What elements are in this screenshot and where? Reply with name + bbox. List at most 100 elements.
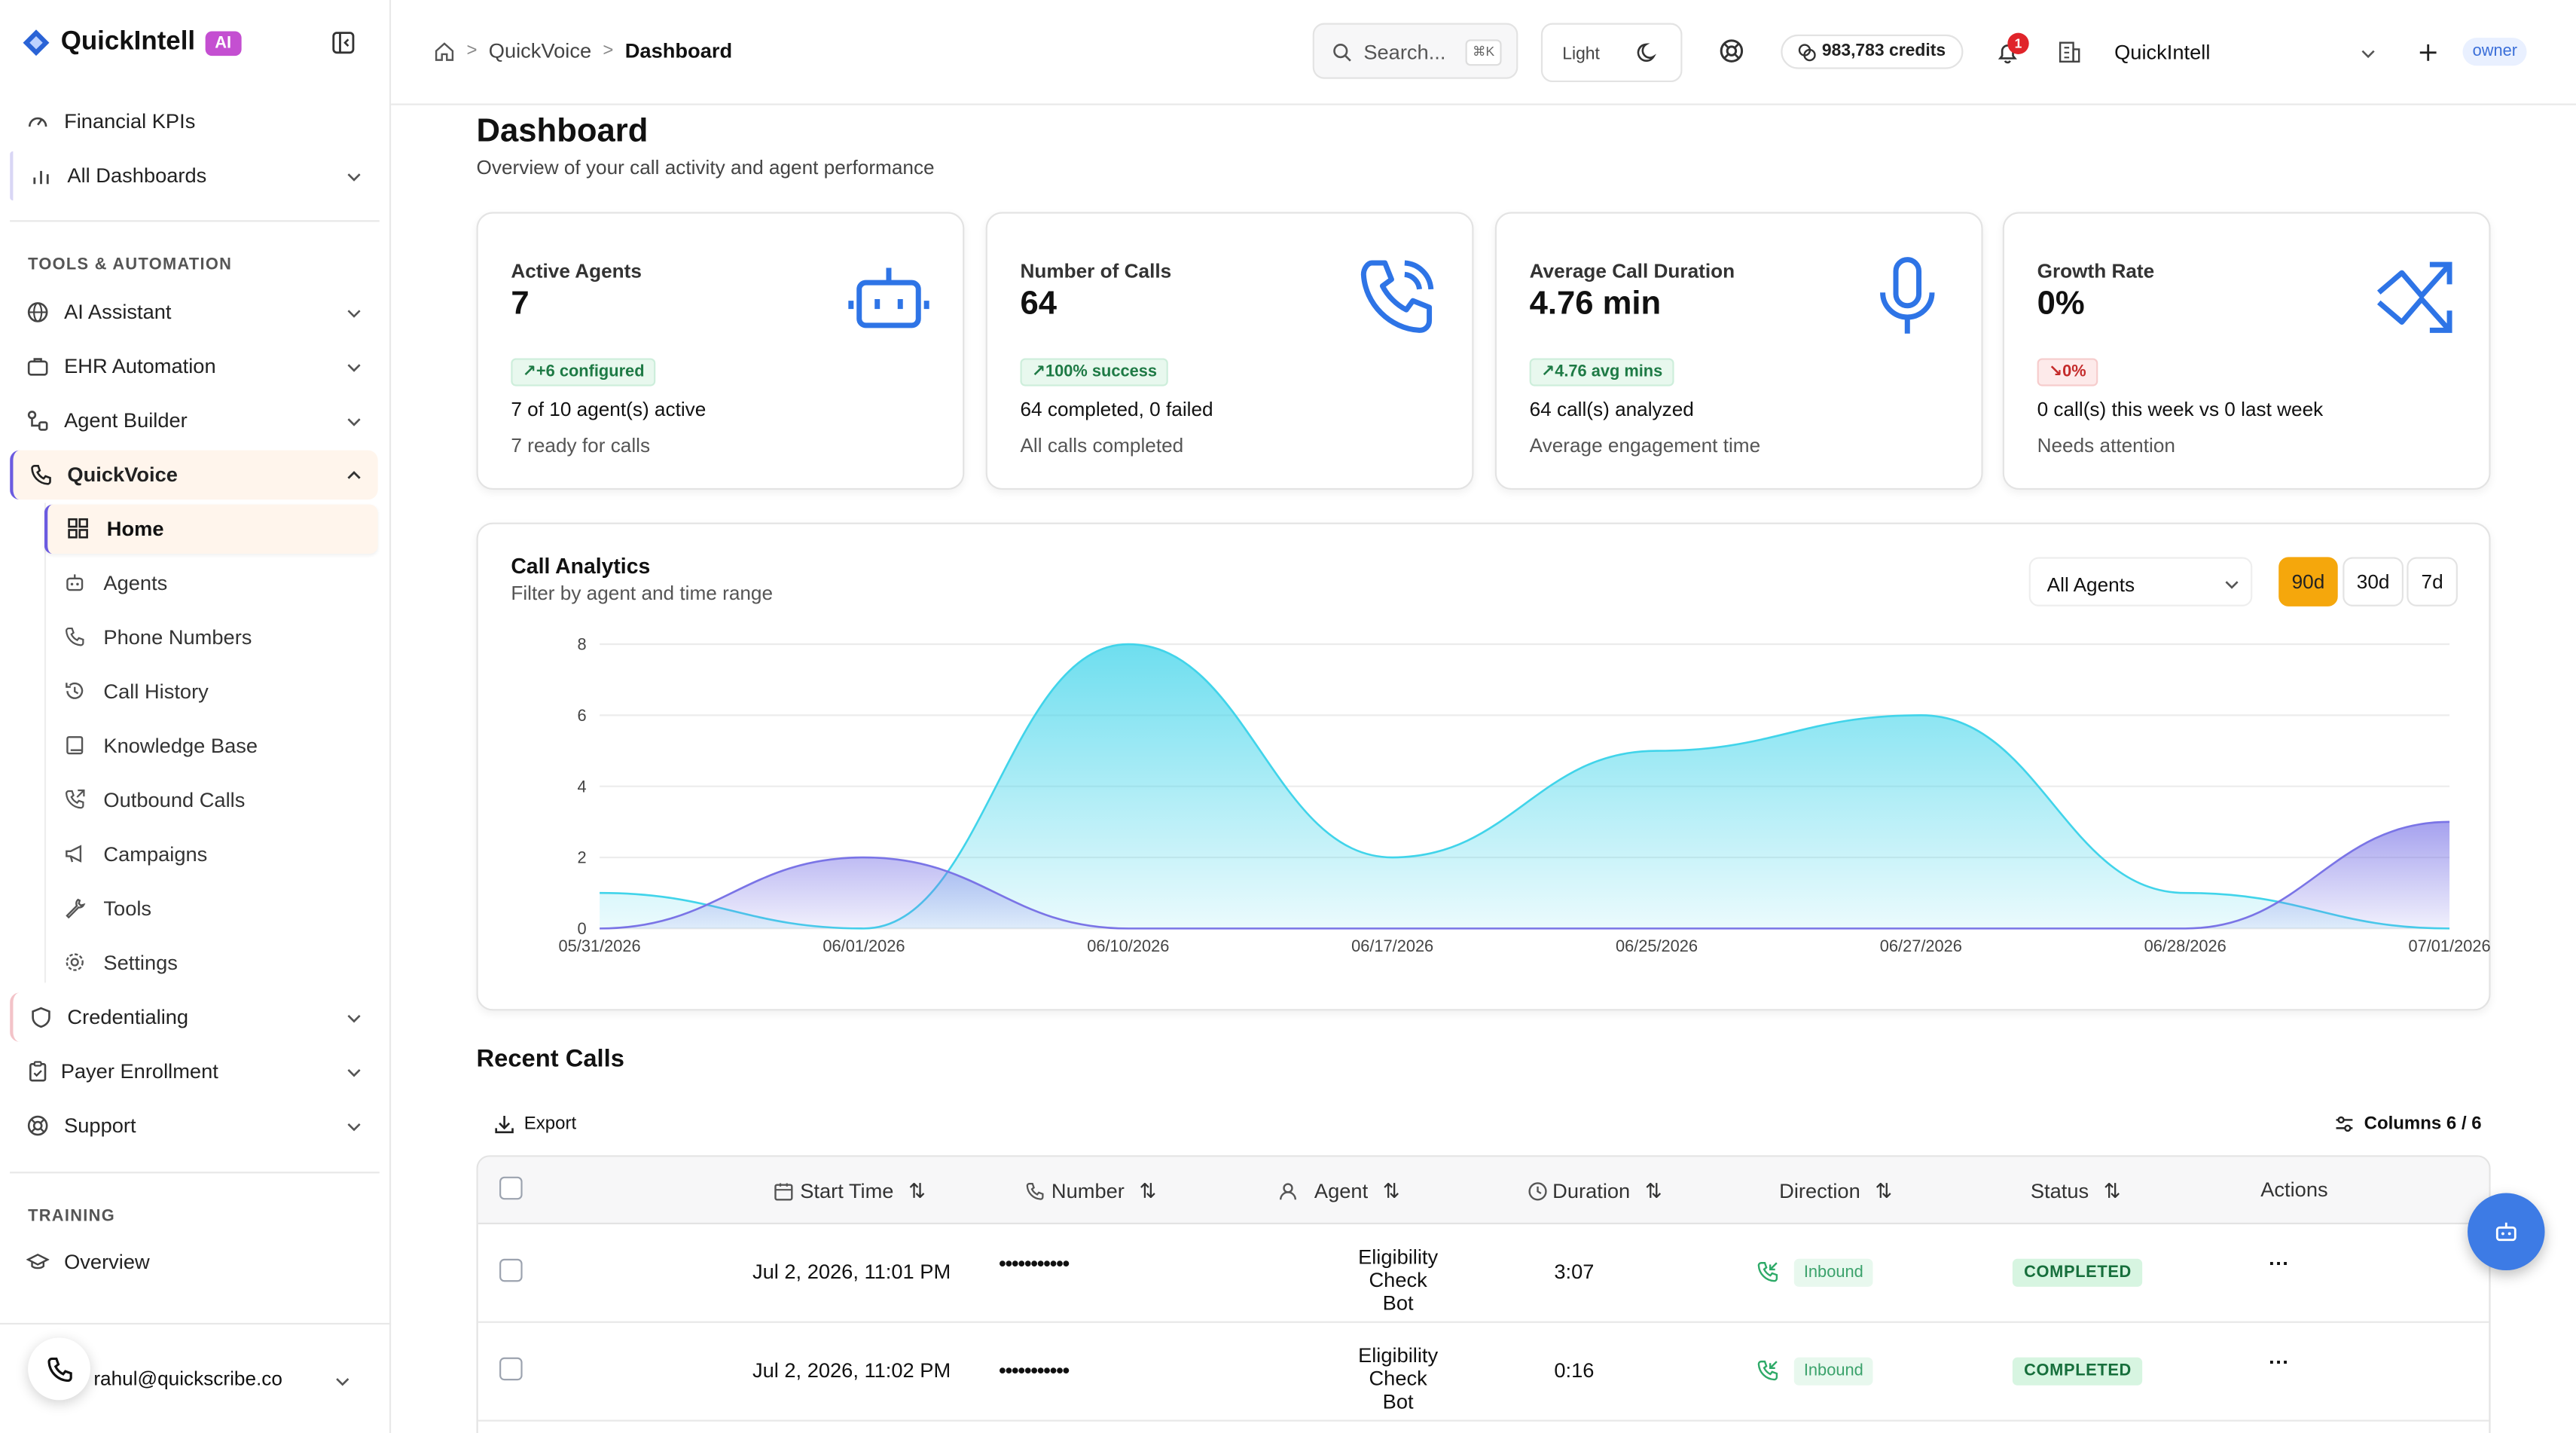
sidebar-subitem-settings[interactable]: Settings	[44, 938, 378, 987]
sidebar-item-financial-kpis[interactable]: Financial KPIs	[10, 97, 378, 146]
sidebar-subitem-agents[interactable]: Agents	[44, 559, 378, 608]
breadcrumb-separator: >	[466, 41, 478, 61]
sidebar-subitem-label: Home	[106, 518, 164, 541]
assistant-bot-button[interactable]	[2468, 1193, 2545, 1271]
kpi-value: 64	[1020, 286, 1058, 322]
row-actions-button[interactable]: ···	[2269, 1252, 2290, 1276]
call-analytics-card: Call Analytics Filter by agent and time …	[476, 522, 2491, 1011]
sidebar-item-label: Overview	[64, 1250, 150, 1274]
status-badge: COMPLETED	[2012, 1357, 2144, 1386]
y-tick-label: 6	[578, 706, 587, 725]
chevron-down-icon	[347, 1015, 361, 1023]
org-select[interactable]: QuickIntell	[2103, 29, 2391, 75]
columns-label: Columns 6 / 6	[2364, 1114, 2482, 1135]
column-header-label: Agent	[1314, 1179, 1369, 1202]
chevron-down-icon	[347, 173, 361, 182]
kpi-caption: 7 ready for calls	[511, 433, 651, 457]
sidebar-item-ehr-automation[interactable]: EHR Automation	[10, 342, 378, 391]
row-checkbox[interactable]	[499, 1357, 523, 1381]
phone-dialer-button[interactable]	[28, 1337, 90, 1401]
range-button-90d[interactable]: 90d	[2278, 557, 2338, 607]
table-row[interactable]: Jul 2, 2026, 11:01 PM ••••••••••• Eligib…	[478, 1224, 2489, 1323]
wrench-icon	[66, 898, 86, 919]
status-badge: COMPLETED	[2012, 1258, 2144, 1287]
sidebar-subitem-phone-numbers[interactable]: Phone Numbers	[44, 613, 378, 662]
plus-icon[interactable]	[2419, 43, 2438, 63]
sidebar-subitem-call-history[interactable]: Call History	[44, 668, 378, 716]
sidebar-item-credentialing[interactable]: Credentialing	[10, 992, 378, 1042]
sidebar-subitem-label: Phone Numbers	[103, 626, 252, 649]
sidebar-item-label: Financial KPIs	[64, 110, 196, 133]
breadcrumb-link[interactable]: QuickVoice	[488, 39, 592, 63]
sidebar-item-payer-enrollment[interactable]: Payer Enrollment	[10, 1046, 378, 1095]
sidebar-item-support[interactable]: Support	[10, 1101, 378, 1150]
theme-label: Light	[1562, 44, 1600, 65]
column-header-number[interactable]: Number ⇅	[1025, 1178, 1156, 1203]
lifebuoy-icon[interactable]	[1718, 38, 1744, 64]
x-tick-label: 06/01/2026	[823, 936, 905, 955]
chevron-down-icon	[347, 1123, 361, 1132]
sidebar-item-all-dashboards[interactable]: All Dashboards	[10, 151, 378, 201]
kpi-value: 7	[511, 286, 530, 322]
export-label: Export	[523, 1114, 577, 1135]
columns-toggle-button[interactable]: Columns 6 / 6	[2320, 1105, 2495, 1144]
agent-filter-select[interactable]: All Agents	[2028, 557, 2253, 607]
table-header: Start Time ⇅ Number ⇅ Agent ⇅ Duration ⇅…	[478, 1156, 2489, 1224]
row-actions-button[interactable]: ···	[2269, 1350, 2290, 1374]
sidebar-item-label: AI Assistant	[64, 301, 172, 324]
sidebar-collapse-icon[interactable]	[332, 31, 356, 54]
sidebar-subitem-tools[interactable]: Tools	[44, 884, 378, 933]
sidebar-item-ai-assistant[interactable]: AI Assistant	[10, 288, 378, 337]
home-icon[interactable]	[434, 40, 455, 61]
column-header-status[interactable]: Status ⇅	[2031, 1178, 2121, 1203]
graduation-cap-icon	[26, 1253, 50, 1270]
breadcrumb-current: Dashboard	[624, 39, 733, 63]
row-checkbox[interactable]	[499, 1258, 523, 1282]
column-header-duration[interactable]: Duration ⇅	[1528, 1178, 1662, 1203]
kpi-card-average-call-duration: Average Call Duration 4.76 min ↗ 4.76 avg…	[1494, 212, 1983, 490]
table-row[interactable]: Jul 2, 2026, 11:02 PM ••••••••••• Eligib…	[478, 1323, 2489, 1422]
column-header-label: Number	[1051, 1179, 1125, 1202]
chevron-down-icon	[347, 364, 361, 372]
range-button-30d[interactable]: 30d	[2343, 557, 2404, 607]
trend-up-icon: ↗	[1031, 363, 1046, 382]
agent-filter-value: All Agents	[2046, 573, 2135, 597]
sidebar-subitem-knowledge-base[interactable]: Knowledge Base	[44, 722, 378, 771]
export-button[interactable]: Export	[480, 1105, 590, 1144]
cell-number-masked: •••••••••••	[999, 1252, 1070, 1276]
column-header-label: Start Time	[800, 1179, 894, 1202]
range-button-7d[interactable]: 7d	[2407, 557, 2458, 607]
theme-toggle[interactable]: Light	[1540, 23, 1683, 83]
bar-chart-icon	[33, 170, 49, 185]
column-header-agent[interactable]: Agent ⇅	[1278, 1178, 1400, 1203]
sidebar-item-agent-builder[interactable]: Agent Builder	[10, 396, 378, 445]
series-line-1	[600, 820, 2450, 930]
search-input[interactable]: Search... ⌘K	[1312, 23, 1518, 79]
megaphone-icon	[66, 845, 82, 863]
sidebar-subitem-outbound-calls[interactable]: Outbound Calls	[44, 776, 378, 825]
select-all-checkbox[interactable]	[499, 1176, 523, 1200]
chart-subtitle: Filter by agent and time range	[511, 582, 774, 605]
sidebar-item-quickvoice[interactable]: QuickVoice	[10, 450, 378, 500]
sort-icon: ⇅	[1644, 1180, 1662, 1203]
brand[interactable]: QuickIntell AI	[21, 26, 242, 60]
x-tick-label: 06/17/2026	[1351, 936, 1433, 955]
column-header-start-time[interactable]: Start Time ⇅	[774, 1178, 926, 1203]
section-label-tools: TOOLS & AUTOMATION	[28, 256, 233, 275]
agent-name-line: Check Bot	[1369, 1367, 1427, 1413]
sidebar-subitem-campaigns[interactable]: Campaigns	[44, 830, 378, 879]
kpi-caption: Average engagement time	[1529, 433, 1761, 457]
column-header-label: Direction	[1779, 1179, 1860, 1202]
user-menu[interactable]	[0, 1322, 392, 1433]
kpi-trend-text: +6 configured	[536, 363, 645, 382]
sort-icon: ⇅	[1875, 1180, 1893, 1203]
chevron-down-icon	[336, 1378, 349, 1386]
sort-icon: ⇅	[1139, 1180, 1157, 1203]
cell-number-masked: •••••••••••	[999, 1358, 1070, 1383]
sidebar-subitem-home[interactable]: Home	[44, 504, 378, 555]
trend-up-icon: ↗	[1540, 363, 1555, 382]
credits-badge[interactable]: 983,783 credits	[1781, 34, 1964, 69]
sidebar-item-overview[interactable]: Overview	[10, 1237, 378, 1286]
direction-badge: Inbound	[1793, 1357, 1873, 1386]
column-header-direction[interactable]: Direction ⇅	[1779, 1178, 1892, 1203]
